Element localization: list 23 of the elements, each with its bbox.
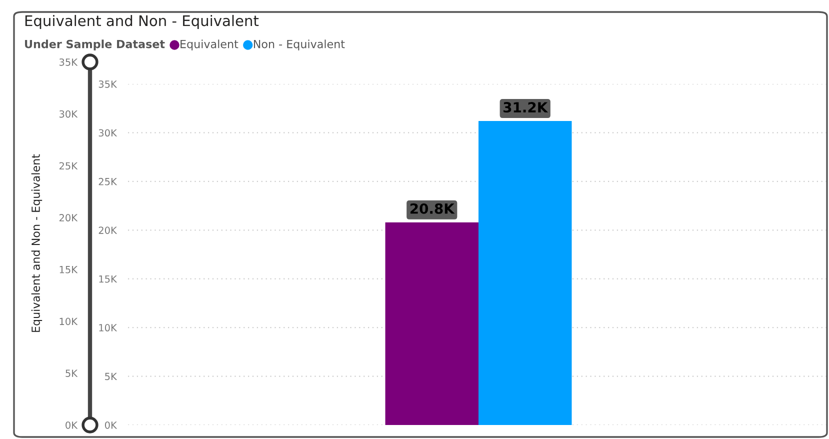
y-tick-label: 25K bbox=[98, 178, 118, 186]
y2-tick-label: 25K bbox=[59, 162, 78, 170]
legend-label: Equivalent bbox=[180, 40, 238, 50]
y2-axis-title: Equivalent and Non - Equivalent bbox=[31, 154, 42, 332]
y2-tick-label: 20K bbox=[59, 214, 78, 222]
legend-label: Non - Equivalent bbox=[254, 40, 345, 50]
y2-tick-label: 10K bbox=[60, 318, 78, 326]
y-tick-label: 0K bbox=[104, 421, 118, 429]
y2-tick-label: 30K bbox=[59, 110, 78, 118]
y-tick-label: 30K bbox=[98, 129, 118, 137]
y2-tick-label: 5K bbox=[66, 370, 78, 377]
y2-tick-label: 35K bbox=[59, 58, 78, 66]
data-label: 20.8K bbox=[410, 203, 455, 214]
y2-tick-label: 15K bbox=[60, 266, 78, 274]
y-tick-label: 35K bbox=[98, 80, 118, 88]
data-label: 31.2K bbox=[504, 102, 548, 113]
y-tick-label: 15K bbox=[99, 275, 118, 283]
y-tick-label: 5K bbox=[105, 372, 118, 380]
y-tick-label: 20K bbox=[98, 226, 118, 234]
y2-tick-label: 0K bbox=[66, 421, 78, 429]
chart-title: Equivalent and Non - Equivalent bbox=[25, 14, 259, 30]
y-tick-label: 10K bbox=[99, 324, 118, 332]
legend-title: Under Sample Dataset bbox=[25, 40, 165, 50]
